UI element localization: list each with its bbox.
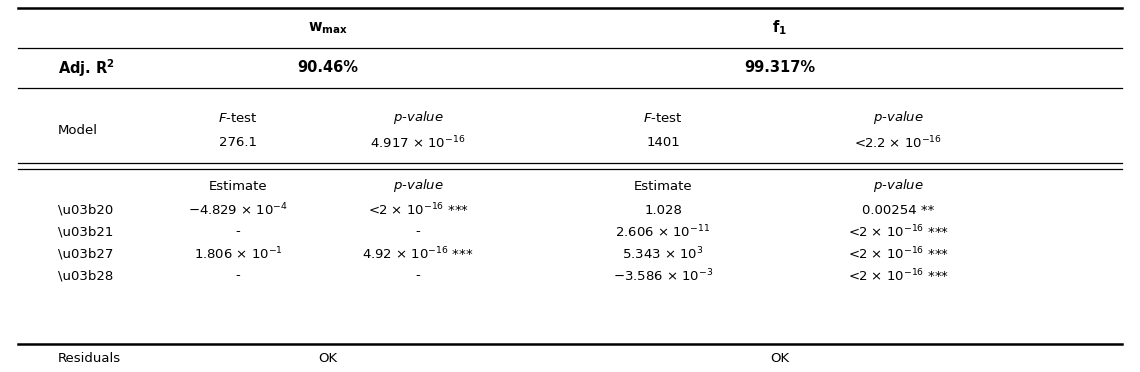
Text: <2 $\times$ 10$^{-16}$ ***: <2 $\times$ 10$^{-16}$ ***	[847, 268, 948, 284]
Text: Estimate: Estimate	[634, 180, 692, 192]
Text: Model: Model	[58, 124, 98, 137]
Text: 1.806 $\times$ 10$^{-1}$: 1.806 $\times$ 10$^{-1}$	[194, 246, 283, 262]
Text: OK: OK	[318, 352, 337, 365]
Text: $-$3.586 $\times$ 10$^{-3}$: $-$3.586 $\times$ 10$^{-3}$	[613, 268, 714, 284]
Text: <2.2 $\times$ 10$^{-16}$: <2.2 $\times$ 10$^{-16}$	[854, 135, 942, 151]
Text: 99.317%: 99.317%	[744, 61, 815, 76]
Text: $p$-value: $p$-value	[872, 177, 923, 195]
Text: Adj. R$^{\mathbf{2}}$: Adj. R$^{\mathbf{2}}$	[58, 57, 115, 79]
Text: $F$-test: $F$-test	[218, 112, 258, 125]
Text: 4.92 $\times$ 10$^{-16}$ ***: 4.92 $\times$ 10$^{-16}$ ***	[363, 246, 474, 262]
Text: 2.606 $\times$ 10$^{-11}$: 2.606 $\times$ 10$^{-11}$	[616, 224, 710, 240]
Text: -: -	[236, 225, 241, 238]
Text: $p$-value: $p$-value	[872, 109, 923, 126]
Text: $\mathbf{w}_{\mathbf{max}}$: $\mathbf{w}_{\mathbf{max}}$	[308, 20, 348, 36]
Text: \u03b20: \u03b20	[58, 203, 113, 217]
Text: 276.1: 276.1	[219, 137, 256, 150]
Text: $F$-test: $F$-test	[643, 112, 683, 125]
Text: <2 $\times$ 10$^{-16}$ ***: <2 $\times$ 10$^{-16}$ ***	[847, 246, 948, 262]
Text: <2 $\times$ 10$^{-16}$ ***: <2 $\times$ 10$^{-16}$ ***	[367, 202, 469, 218]
Text: Residuals: Residuals	[58, 352, 121, 365]
Text: \u03b21: \u03b21	[58, 225, 113, 238]
Text: \u03b28: \u03b28	[58, 269, 113, 282]
Text: OK: OK	[771, 352, 790, 365]
Text: -: -	[416, 225, 421, 238]
Text: 1401: 1401	[646, 137, 679, 150]
Text: 90.46%: 90.46%	[298, 61, 358, 76]
Text: $\mathbf{f}_{\mathbf{1}}$: $\mathbf{f}_{\mathbf{1}}$	[773, 19, 788, 37]
Text: $-$4.829 $\times$ 10$^{-4}$: $-$4.829 $\times$ 10$^{-4}$	[188, 202, 288, 218]
Text: 5.343 $\times$ 10$^{3}$: 5.343 $\times$ 10$^{3}$	[622, 246, 703, 262]
Text: 4.917 $\times$ 10$^{-16}$: 4.917 $\times$ 10$^{-16}$	[370, 135, 465, 151]
Text: 1.028: 1.028	[644, 203, 682, 217]
Text: <2 $\times$ 10$^{-16}$ ***: <2 $\times$ 10$^{-16}$ ***	[847, 224, 948, 240]
Text: -: -	[236, 269, 241, 282]
Text: Estimate: Estimate	[209, 180, 267, 192]
Text: -: -	[416, 269, 421, 282]
Text: \u03b27: \u03b27	[58, 247, 113, 260]
Text: 0.00254 **: 0.00254 **	[862, 203, 934, 217]
Text: $p$-value: $p$-value	[392, 109, 443, 126]
Text: $p$-value: $p$-value	[392, 177, 443, 195]
